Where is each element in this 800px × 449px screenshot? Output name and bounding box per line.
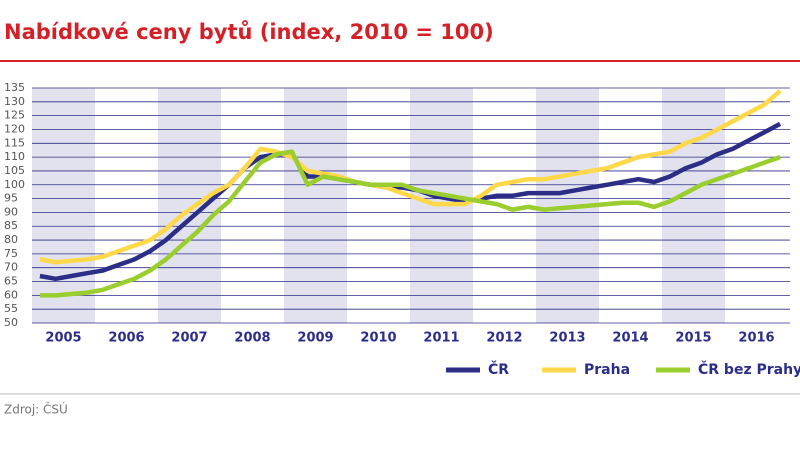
y-tick-label: 120 [4,122,25,135]
legend-label: Praha [584,362,630,378]
year-band [662,88,725,323]
y-tick-label: 95 [4,192,18,205]
legend-label: ČR bez Prahy [698,360,800,378]
x-tick-label: 2015 [675,331,711,346]
series-line [39,89,782,265]
x-tick-label: 2016 [738,331,774,346]
chart-title: Nabídkové ceny bytů (index, 2010 = 100) [4,20,494,44]
y-tick-label: 70 [4,261,18,274]
y-tick-label: 60 [4,288,18,301]
x-tick-label: 2010 [360,331,396,346]
y-tick-label: 105 [4,164,25,177]
x-tick-label: 2007 [171,331,207,346]
x-tick-label: 2012 [486,331,522,346]
y-tick-label: 110 [4,150,25,163]
y-tick-label: 100 [4,178,25,191]
x-tick-label: 2013 [549,331,585,346]
y-tick-label: 90 [4,205,18,218]
y-tick-label: 80 [4,233,18,246]
x-tick-label: 2011 [423,331,459,346]
year-band [32,88,95,323]
x-tick-label: 2006 [108,331,144,346]
x-tick-label: 2009 [297,331,333,346]
y-tick-label: 125 [4,109,25,122]
year-band [284,88,347,323]
y-tick-label: 75 [4,247,18,260]
y-tick-label: 130 [4,95,25,108]
y-tick-label: 115 [4,136,25,149]
year-bands [32,88,725,323]
source: Zdroj: ČSÚ [4,402,68,417]
x-tick-label: 2014 [612,331,648,346]
year-band [158,88,221,323]
series-line [39,149,781,298]
y-tick-label: 135 [4,81,25,94]
y-tick-label: 65 [4,275,18,288]
y-tick-label: 85 [4,219,18,232]
legend-label: ČR [488,360,509,378]
y-tick-label: 55 [4,302,18,315]
x-tick-label: 2008 [234,331,270,346]
y-tick-label: 50 [4,316,18,329]
x-tick-label: 2005 [45,331,81,346]
